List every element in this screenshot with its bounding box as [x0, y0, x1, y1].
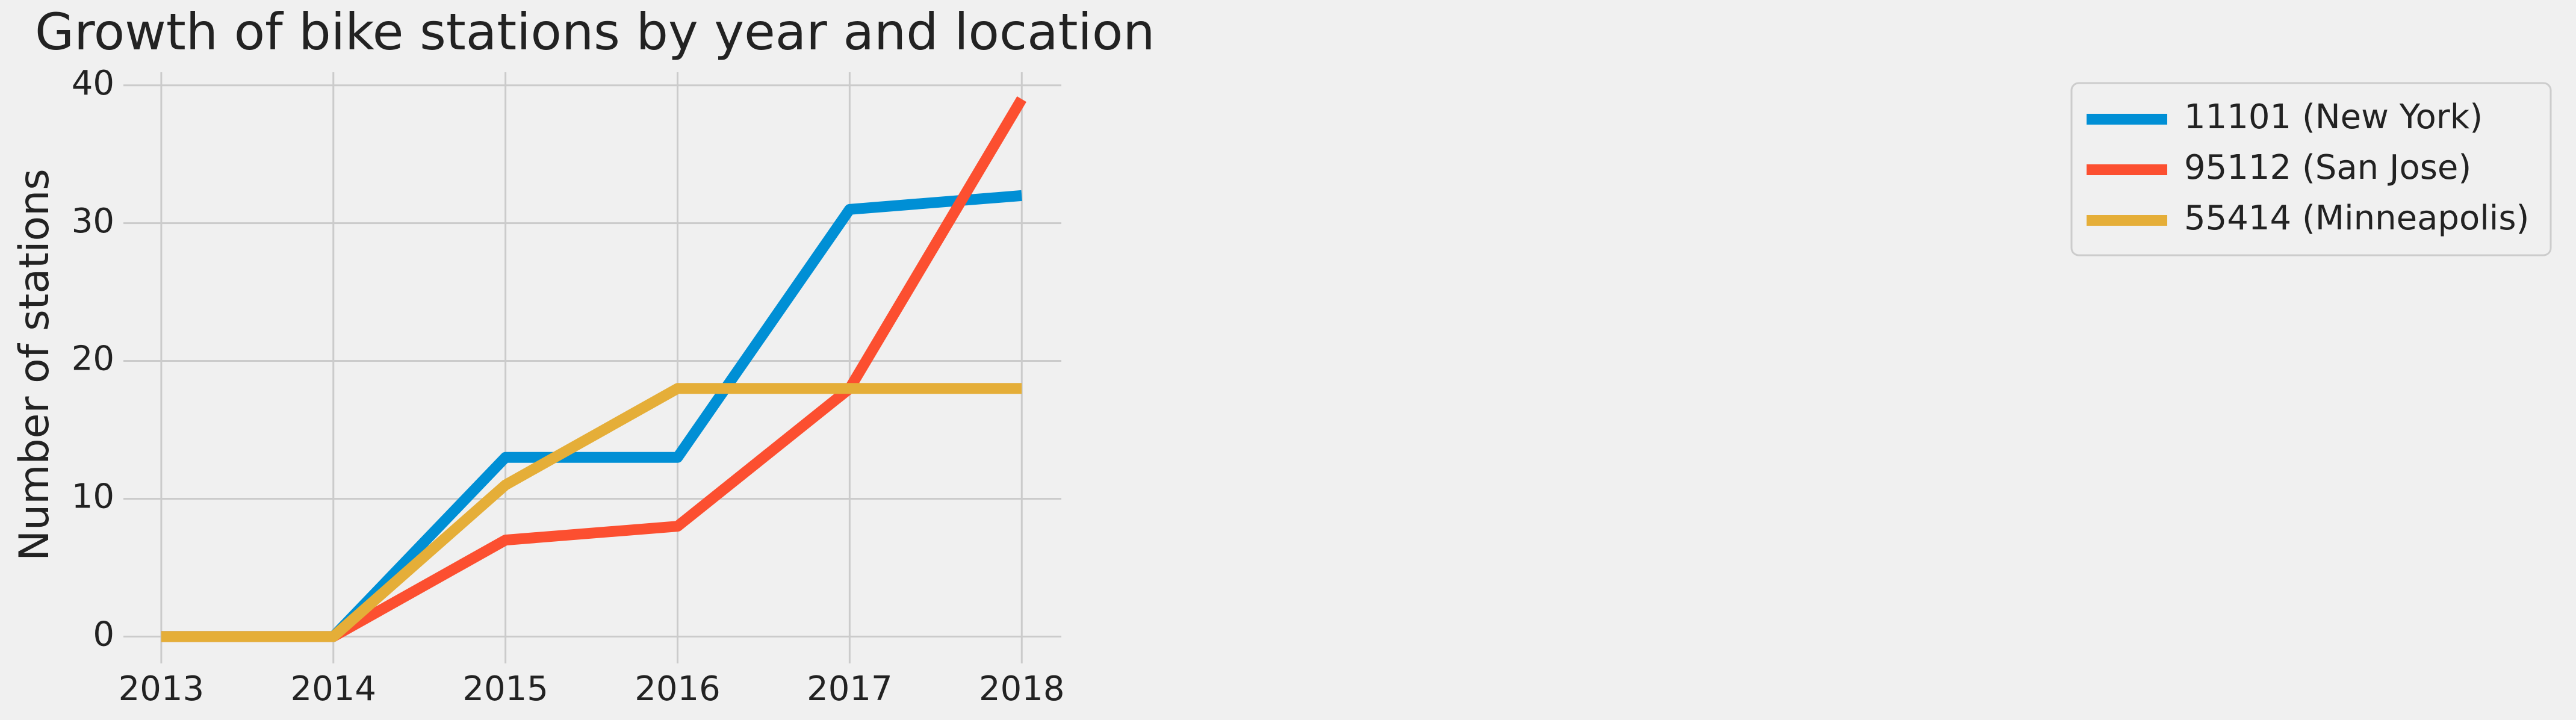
series-line-1	[161, 96, 1026, 642]
y-axis-label: Number of stations	[11, 169, 58, 560]
legend-entries: 11101 (New York) 95112 (San Jose) 55414 (M…	[2087, 98, 2529, 238]
legend-label: 95112 (San Jose)	[2184, 148, 2471, 187]
legend: 11101 (New York) 95112 (San Jose) 55414 (M…	[2070, 82, 2552, 256]
y-tick-label: 30	[72, 202, 114, 241]
x-tick-label: 2017	[807, 669, 893, 709]
legend-label: 11101 (New York)	[2184, 98, 2483, 137]
series-lines	[161, 96, 1026, 642]
series-line-0	[161, 190, 1022, 642]
x-tick-label: 2013	[119, 669, 205, 709]
y-tick-label: 20	[72, 340, 114, 379]
x-tick-label: 2015	[462, 669, 548, 709]
tick-labels: 2013 2014 2015 2016 2017 2018 0 10 20 30 40	[72, 64, 1065, 709]
x-tick-label: 2018	[979, 669, 1065, 709]
x-tick-label: 2014	[291, 669, 377, 709]
series-line-2	[161, 383, 1022, 642]
x-tick-label: 2016	[635, 669, 721, 709]
grid	[123, 72, 1061, 663]
y-tick-label: 10	[72, 477, 114, 517]
chart-title: Growth of bike stations by year and loca…	[35, 2, 1155, 61]
legend-label: 55414 (Minneapolis)	[2184, 199, 2529, 238]
y-tick-label: 40	[72, 64, 114, 103]
y-tick-label: 0	[93, 615, 114, 654]
legend-frame	[2070, 82, 2552, 256]
